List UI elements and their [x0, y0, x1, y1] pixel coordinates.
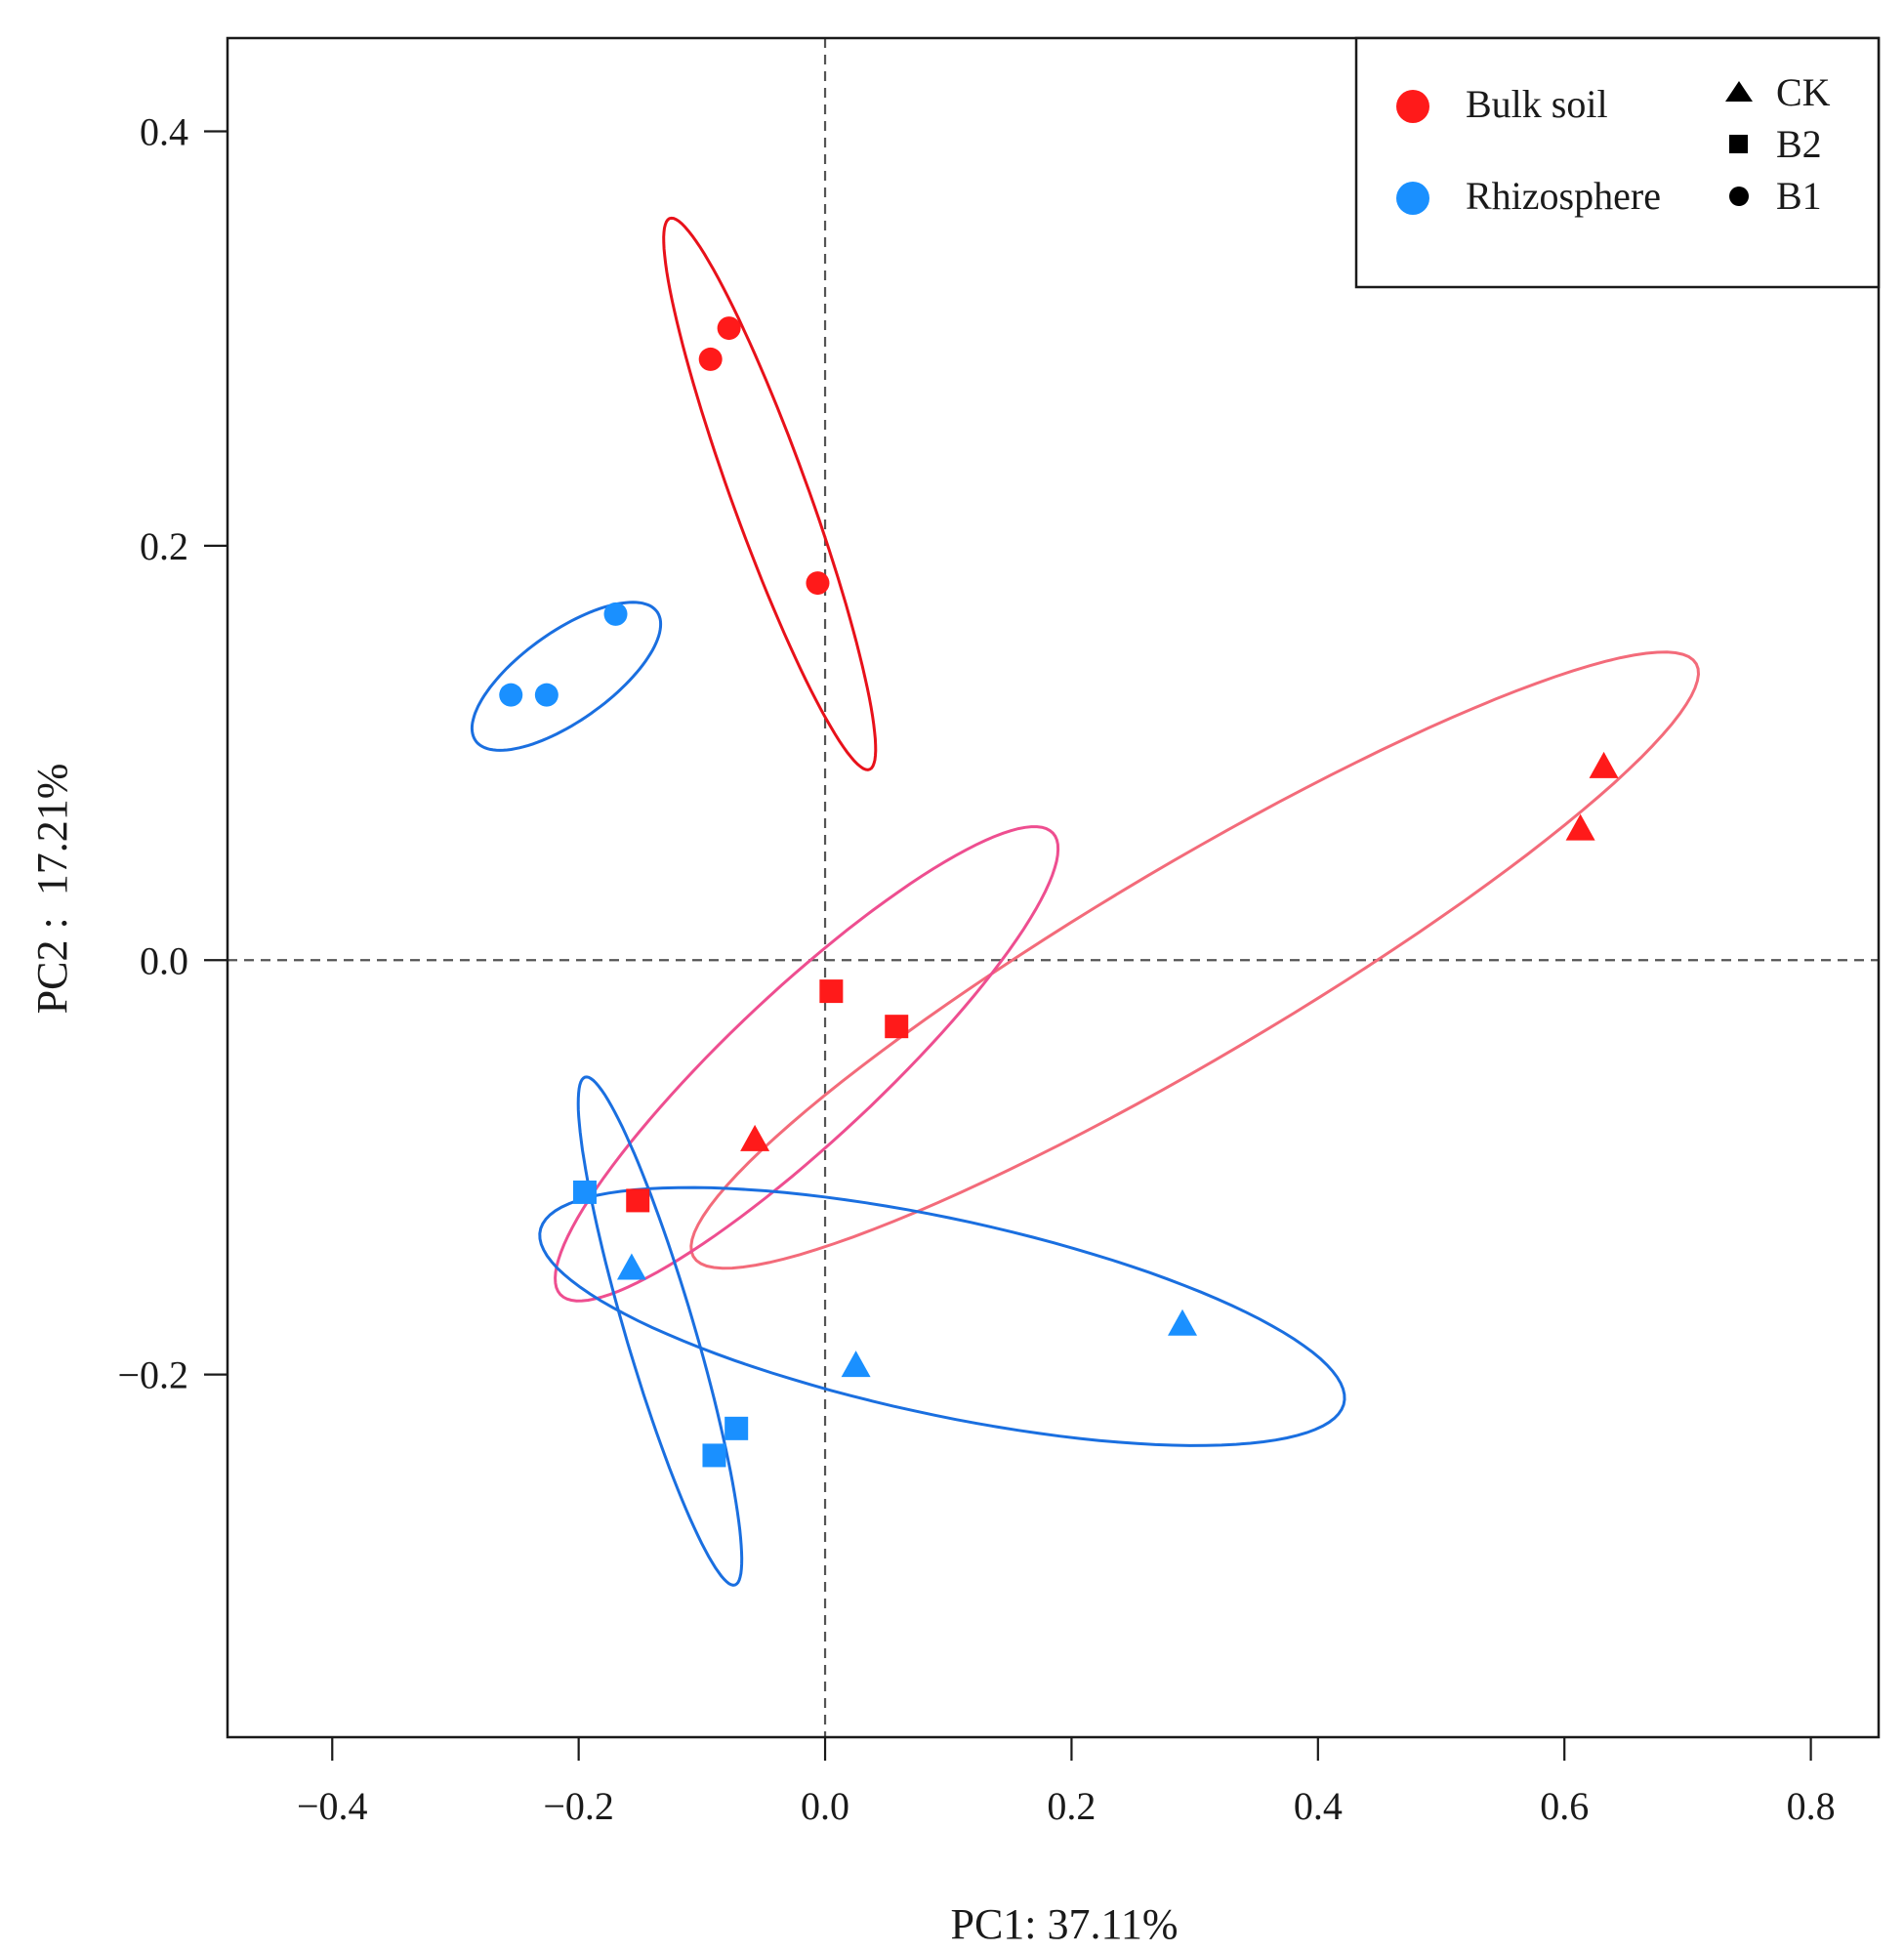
y-tick-label: −0.2 [117, 1353, 188, 1397]
point-bulk-soil-b2 [819, 979, 844, 1004]
point-rhizosphere-b1 [534, 683, 559, 707]
y-axis-title: PC2 : 17.21% [28, 764, 76, 1015]
legend-rhizosphere-marker [1396, 182, 1429, 215]
point-rhizosphere-b1 [603, 602, 628, 626]
x-tick-label: 0.2 [1047, 1784, 1096, 1828]
point-rhizosphere-ck [1168, 1309, 1198, 1336]
reference-lines [228, 38, 1879, 1737]
x-tick-label: −0.2 [543, 1784, 614, 1828]
x-tick-label: 0.6 [1540, 1784, 1589, 1828]
ellipse-rhizosphere-ck [538, 1185, 1346, 1447]
point-bulk-soil-b2 [885, 1015, 909, 1039]
y-axis: −0.2 0.0 0.2 0.4 [117, 109, 228, 1397]
point-bulk-soil-ck [1589, 751, 1619, 778]
point-bulk-soil-ck [1565, 813, 1595, 841]
point-bulk-soil-b1 [698, 347, 723, 371]
data-points [499, 316, 1619, 1468]
x-tick-label: −0.4 [297, 1784, 368, 1828]
ellipse-bulk-soil-b2 [554, 825, 1060, 1303]
legend-bulk-soil-marker [1396, 90, 1429, 123]
legend-b2-label: B2 [1776, 122, 1822, 166]
y-tick-label: 0.0 [140, 938, 188, 982]
point-bulk-soil-b1 [717, 316, 741, 341]
point-rhizosphere-b2 [702, 1443, 726, 1468]
legend-b1-label: B1 [1776, 174, 1822, 218]
point-rhizosphere-ck [616, 1253, 646, 1280]
x-axis: −0.4 −0.2 0.0 0.2 0.4 0.6 0.8 [297, 1737, 1836, 1828]
ellipse-rhizosphere-b1 [470, 601, 663, 752]
point-rhizosphere-b2 [572, 1180, 597, 1204]
point-bulk-soil-ck [740, 1124, 770, 1151]
x-axis-title: PC1: 37.11% [950, 1900, 1178, 1948]
plot-frame [226, 36, 1881, 1739]
ellipse-rhizosphere-b2 [576, 1075, 744, 1587]
legend-ck-triangle-icon [1725, 81, 1753, 102]
legend-b1-circle-icon [1729, 187, 1749, 206]
legend-rhizosphere-label: Rhizosphere [1466, 174, 1661, 218]
point-bulk-soil-b2 [626, 1188, 650, 1213]
legend-box [1354, 36, 1881, 289]
legend-b2-square-icon [1729, 135, 1748, 153]
confidence-ellipses [470, 216, 1701, 1587]
y-tick-label: 0.4 [140, 109, 188, 153]
x-tick-label: 0.8 [1787, 1784, 1836, 1828]
point-rhizosphere-b2 [724, 1416, 749, 1440]
y-tick-label: 0.2 [140, 524, 188, 568]
legend-bulk-soil-label: Bulk soil [1466, 82, 1608, 126]
legend: Bulk soil Rhizosphere CK B2 B1 [1354, 36, 1881, 289]
legend-ck-label: CK [1776, 70, 1831, 114]
ellipse-bulk-soil-b1 [662, 216, 878, 771]
point-rhizosphere-ck [841, 1350, 871, 1378]
x-tick-label: 0.4 [1294, 1784, 1343, 1828]
x-tick-label: 0.0 [801, 1784, 849, 1828]
point-rhizosphere-b1 [499, 683, 523, 707]
point-bulk-soil-b1 [806, 571, 830, 596]
